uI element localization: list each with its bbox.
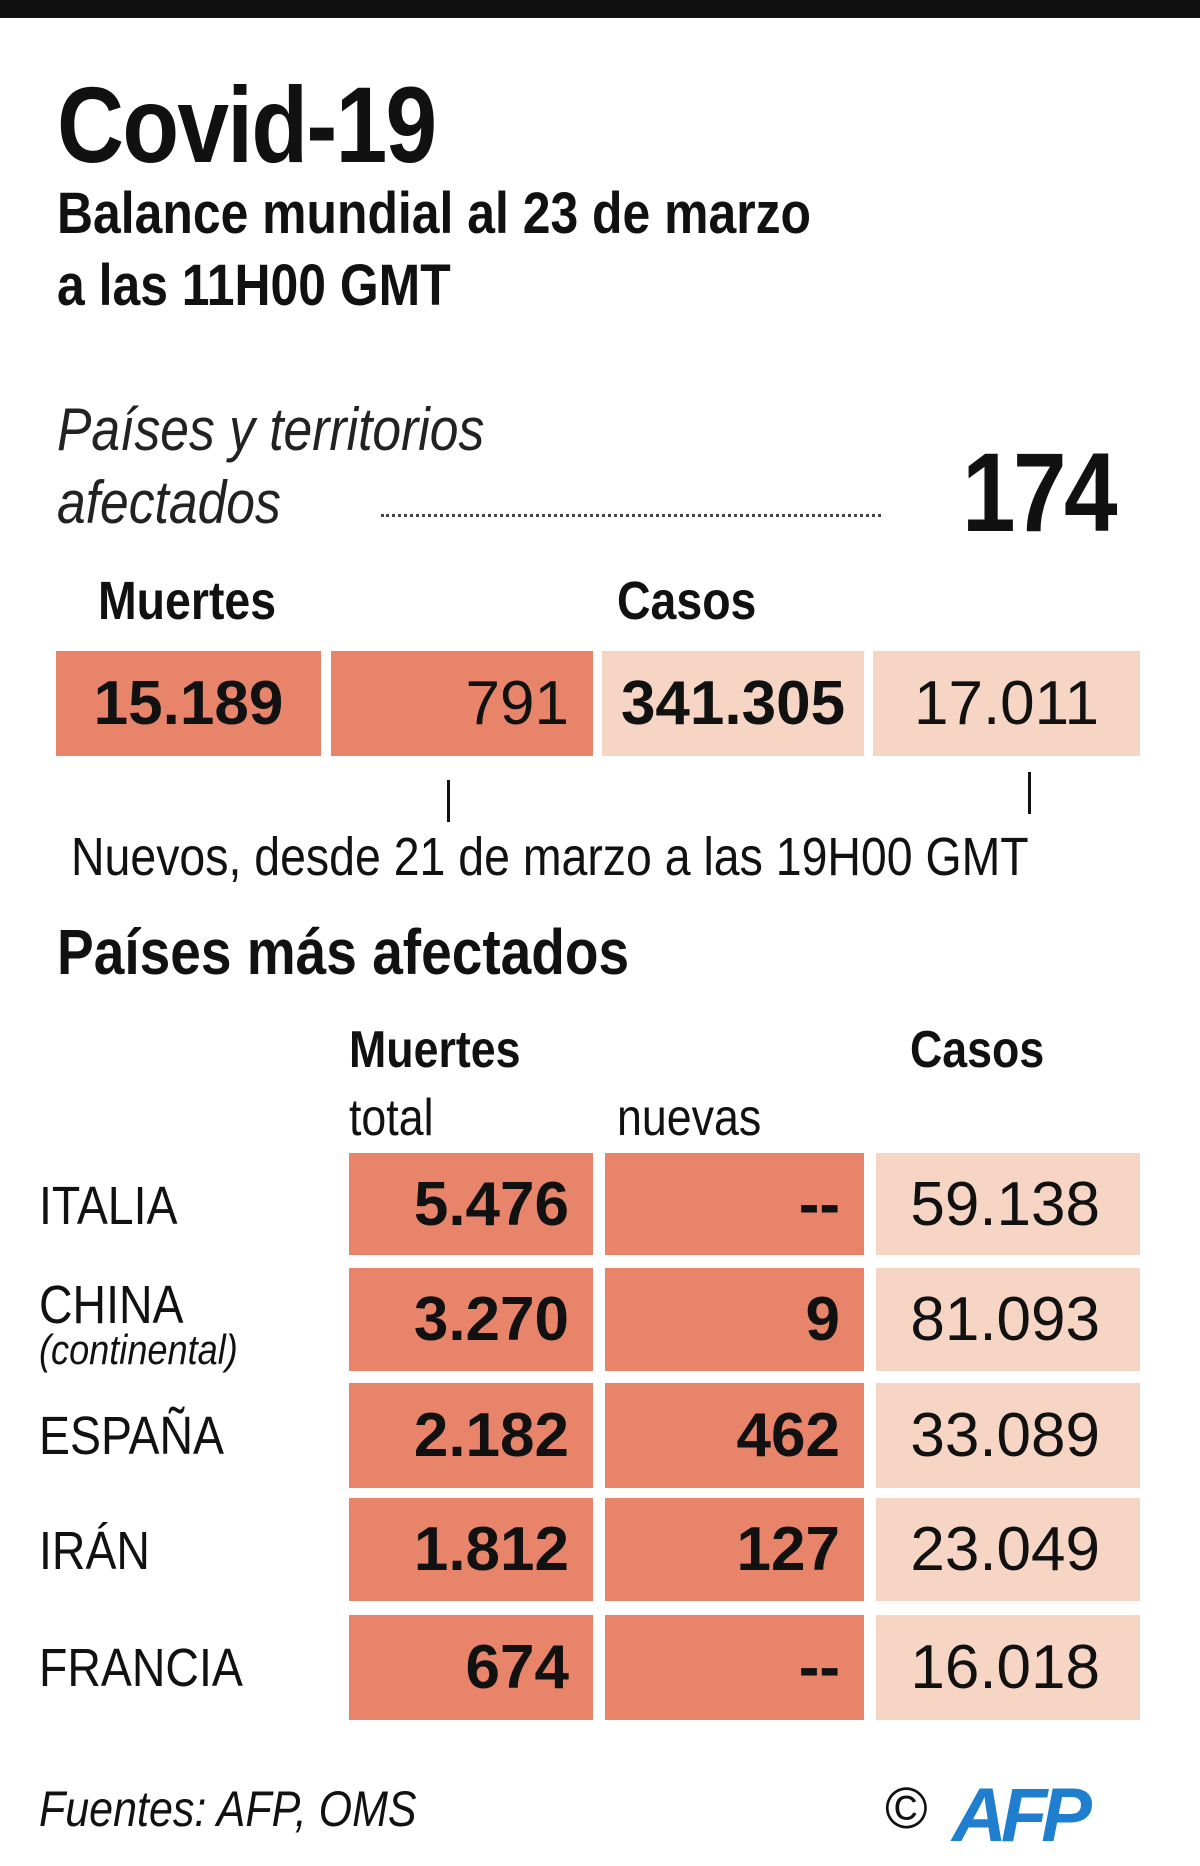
deaths-total-value: 2.182 xyxy=(413,1401,569,1470)
deaths-total: 15.189 xyxy=(93,669,284,738)
cases-value: 81.093 xyxy=(910,1285,1100,1354)
country-name: IRÁN xyxy=(39,1521,150,1581)
cases-cell: 16.018 xyxy=(876,1615,1140,1720)
deaths-new-value: 462 xyxy=(736,1401,840,1470)
deaths-total-value: 1.812 xyxy=(413,1515,569,1584)
cases-value: 59.138 xyxy=(910,1169,1100,1239)
country-note: (continental) xyxy=(39,1326,238,1373)
deaths-new-cell: 462 xyxy=(605,1383,864,1488)
col-total: total xyxy=(349,1089,434,1147)
deaths-new-value: 127 xyxy=(736,1515,840,1584)
tick-deaths-new xyxy=(447,780,450,822)
subtitle-line-1: Balance mundial al 23 de marzo xyxy=(57,181,812,246)
deaths-new-cell: -- xyxy=(605,1615,864,1720)
deaths-new-value: 9 xyxy=(805,1285,840,1354)
cases-cell: 23.049 xyxy=(876,1498,1140,1601)
cases-cell: 33.089 xyxy=(876,1383,1140,1488)
col-cases: Casos xyxy=(910,1021,1045,1079)
deaths-total-cell: 2.182 xyxy=(349,1383,593,1488)
deaths-new-cell: 127 xyxy=(605,1498,864,1601)
deaths-total-value: 3.270 xyxy=(413,1285,569,1354)
copyright-icon: © xyxy=(885,1776,928,1841)
subtitle-line-2: a las 11H00 GMT xyxy=(57,253,451,318)
deaths-new: 791 xyxy=(465,669,569,738)
deaths-total-cell: 674 xyxy=(349,1615,593,1720)
new-note: Nuevos, desde 21 de marzo a las 19H00 GM… xyxy=(71,827,1029,887)
affected-count: 174 xyxy=(962,430,1118,555)
deaths-new-value: -- xyxy=(798,1169,840,1239)
deaths-new-value: -- xyxy=(798,1633,840,1702)
cases-new-box: 17.011 xyxy=(873,651,1140,756)
page-title: Covid-19 xyxy=(57,64,437,185)
cases-value: 23.049 xyxy=(910,1515,1100,1584)
cases-new: 17.011 xyxy=(913,669,1100,738)
deaths-header: Muertes xyxy=(98,571,277,631)
country-name: ESPAÑA xyxy=(39,1406,224,1466)
cases-value: 16.018 xyxy=(910,1633,1100,1702)
affected-label-2: afectados xyxy=(57,469,281,536)
deaths-total-value: 5.476 xyxy=(413,1169,569,1239)
deaths-total-value: 674 xyxy=(465,1633,569,1702)
deaths-total-cell: 5.476 xyxy=(349,1153,593,1255)
afp-logo: AFP xyxy=(952,1773,1092,1858)
top-bar xyxy=(0,0,1200,18)
cases-value: 33.089 xyxy=(910,1401,1100,1470)
sources: Fuentes: AFP, OMS xyxy=(39,1781,417,1837)
tick-cases-new xyxy=(1028,772,1031,814)
deaths-total-cell: 1.812 xyxy=(349,1498,593,1601)
deaths-total-cell: 3.270 xyxy=(349,1268,593,1371)
cases-total-box: 341.305 xyxy=(602,651,864,756)
deaths-total-box: 15.189 xyxy=(56,651,321,756)
country-name: ITALIA xyxy=(39,1176,178,1236)
country-name: FRANCIA xyxy=(39,1638,243,1698)
dotted-leader xyxy=(381,514,881,517)
cases-total: 341.305 xyxy=(620,669,846,738)
col-deaths: Muertes xyxy=(349,1021,521,1079)
cases-header: Casos xyxy=(617,571,757,631)
affected-label-1: Países y territorios xyxy=(57,396,485,463)
country-name: CHINA xyxy=(39,1275,184,1335)
cases-cell: 81.093 xyxy=(876,1268,1140,1371)
table-title: Países más afectados xyxy=(57,916,630,988)
deaths-new-box: 791 xyxy=(331,651,593,756)
deaths-new-cell: -- xyxy=(605,1153,864,1255)
cases-cell: 59.138 xyxy=(876,1153,1140,1255)
deaths-new-cell: 9 xyxy=(605,1268,864,1371)
col-new: nuevas xyxy=(617,1089,762,1147)
